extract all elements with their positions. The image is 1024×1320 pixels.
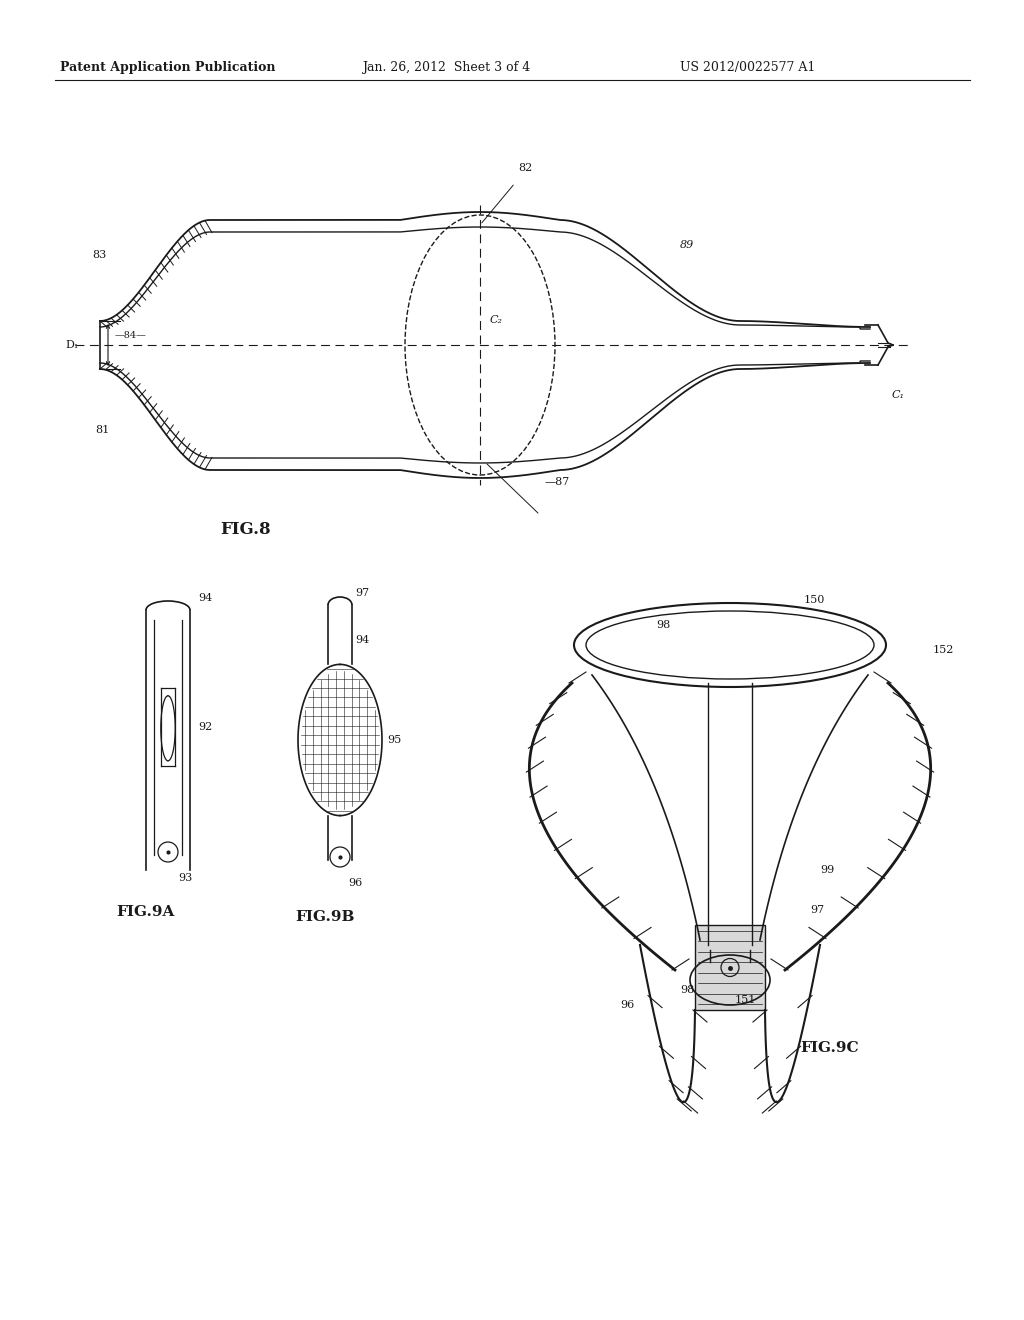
Text: 82: 82 — [518, 162, 532, 173]
Text: 94: 94 — [198, 593, 212, 603]
Text: Patent Application Publication: Patent Application Publication — [60, 62, 275, 74]
Text: 98: 98 — [680, 985, 694, 995]
Text: C₂: C₂ — [490, 315, 503, 325]
Text: 99: 99 — [820, 865, 835, 875]
Text: 152: 152 — [933, 645, 954, 655]
Bar — [695, 925, 765, 1010]
Text: 97: 97 — [355, 587, 369, 598]
Text: Jan. 26, 2012  Sheet 3 of 4: Jan. 26, 2012 Sheet 3 of 4 — [362, 62, 530, 74]
Text: —87: —87 — [545, 477, 570, 487]
Text: C₁: C₁ — [892, 389, 905, 400]
Text: D₁: D₁ — [65, 341, 78, 350]
Text: 96: 96 — [620, 1001, 634, 1010]
Text: 97: 97 — [810, 906, 824, 915]
Text: —84—: —84— — [115, 330, 146, 339]
Text: 94: 94 — [355, 635, 370, 645]
Text: 150: 150 — [804, 595, 825, 605]
Text: US 2012/0022577 A1: US 2012/0022577 A1 — [680, 62, 815, 74]
Text: 89: 89 — [680, 240, 694, 249]
Text: 92: 92 — [198, 722, 212, 733]
Text: FIG.9A: FIG.9A — [116, 906, 174, 919]
Text: FIG.9B: FIG.9B — [295, 909, 354, 924]
Text: 81: 81 — [95, 425, 110, 436]
Text: 96: 96 — [348, 878, 362, 888]
Text: 93: 93 — [178, 873, 193, 883]
Text: 98: 98 — [656, 620, 671, 630]
Text: 151: 151 — [735, 995, 757, 1005]
Text: 95: 95 — [387, 735, 401, 744]
Text: FIG.8: FIG.8 — [220, 521, 270, 539]
Text: 83: 83 — [92, 249, 106, 260]
Text: FIG.9C: FIG.9C — [800, 1041, 859, 1055]
